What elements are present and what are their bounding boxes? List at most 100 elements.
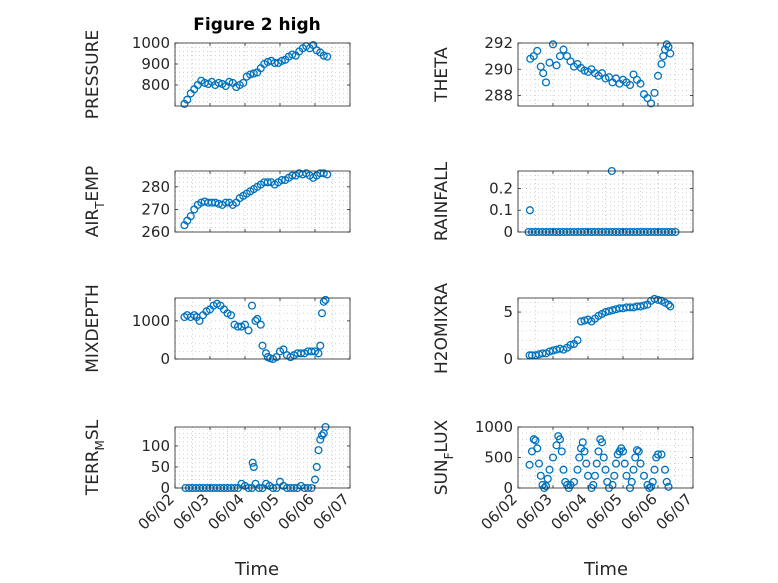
mixdepth-data-point	[240, 320, 250, 329]
rainfall-plot-area	[518, 171, 693, 232]
theta-data-point	[666, 49, 675, 58]
subplot-theta: 288 290 292 THETA	[432, 34, 694, 108]
rainfall-ytick-label: 0.1	[489, 201, 513, 219]
air-temp-axes-box	[174, 170, 351, 233]
sun-flux-xtick-label: 06/05	[583, 490, 626, 533]
air-temp-ytick-label: 260	[141, 223, 170, 241]
rainfall-ytick-label: 0	[503, 223, 513, 241]
sun-flux-data-point	[592, 459, 601, 468]
sun-flux-data-point	[611, 459, 621, 468]
mixdepth-ylabel: MIXDEPTH	[83, 284, 103, 373]
sun-flux-data-point	[629, 465, 638, 474]
subplot-pressure: 800 900 1000 PRESSURE	[83, 30, 351, 119]
sun-flux-data-point	[545, 465, 554, 474]
rainfall-ytick-label: 0.2	[489, 179, 513, 197]
air-temp-data-point	[221, 198, 230, 207]
mixdepth-data-point	[296, 349, 306, 358]
rainfall-data-point	[525, 206, 534, 215]
sun-flux-data-point	[575, 453, 584, 462]
h2omixra-data-point	[639, 301, 649, 310]
subplot-rainfall: 0 0.1 0.2 RAINFALL	[432, 161, 694, 241]
sun-flux-xtick-label: 06/07	[653, 490, 696, 533]
h2omixra-data-point	[573, 336, 582, 345]
h2omixra-ytick-label: 5	[503, 303, 513, 321]
pressure-data-point	[246, 70, 255, 79]
air-temp-ytick-label: 280	[141, 178, 170, 196]
x-axis-label-left: Time	[234, 559, 279, 580]
mixdepth-data-point	[279, 345, 288, 354]
sun-flux-data-point	[662, 477, 671, 486]
terr-msl-data-point	[316, 435, 325, 444]
theta-data-point	[646, 99, 656, 108]
h2omixra-ytick-label: 0	[503, 350, 513, 368]
air-temp-ylabel: AIRTEMP	[83, 166, 107, 237]
terr-msl-xtick-label: 06/02	[135, 490, 178, 533]
mixdepth-data-point	[319, 297, 328, 306]
sun-flux-ytick-label: 0	[503, 479, 513, 497]
sun-flux-data-point	[529, 435, 538, 444]
theta-ytick-label: 290	[484, 60, 513, 78]
sun-flux-data-point	[610, 471, 619, 480]
mixdepth-data-point	[195, 316, 204, 325]
air-temp-data-point	[211, 198, 220, 207]
terr-msl-axes-box	[174, 426, 351, 489]
pressure-ytick-label: 800	[141, 76, 170, 94]
theta-ytick-label: 288	[484, 87, 513, 105]
sun-flux-ytick-label: 1000	[475, 418, 513, 436]
sun-flux-data-point	[552, 441, 561, 450]
rainfall-ylabel: RAINFALL	[432, 161, 452, 241]
terr-msl-xtick-label: 06/03	[170, 490, 213, 533]
theta-data-point	[636, 79, 645, 88]
sun-flux-data-point	[650, 465, 659, 474]
pressure-data-point	[323, 52, 332, 61]
mixdepth-axes-box	[174, 297, 351, 360]
figure-title: Figure 2 high	[193, 15, 321, 35]
sun-flux-data-point	[664, 482, 673, 491]
sun-flux-data-point	[559, 465, 568, 474]
air-temp-data-point	[288, 171, 297, 180]
sun-flux-xtick-label: 06/04	[548, 490, 591, 533]
sun-flux-data-point	[646, 482, 656, 491]
pressure-data-point	[225, 77, 234, 86]
mixdepth-data-point	[251, 316, 260, 325]
sun-flux-data-point	[631, 453, 640, 462]
terr-msl-xtick-label: 06/05	[240, 490, 283, 533]
theta-data-point	[601, 74, 610, 83]
terr-msl-ytick-label: 0	[160, 479, 170, 497]
pressure-data-point	[239, 78, 248, 87]
pressure-ylabel: PRESSURE	[83, 30, 103, 119]
sun-flux-data-point	[534, 459, 544, 468]
air-temp-data-point	[186, 212, 195, 221]
terr-msl-ytick-label: 100	[141, 437, 170, 455]
sun-flux-ylabel: SUNFLUX	[432, 419, 456, 495]
sun-flux-xtick-label: 06/03	[513, 490, 556, 533]
theta-data-point	[539, 69, 548, 78]
sun-flux-data-point	[578, 438, 587, 447]
h2omixra-data-point	[545, 347, 554, 356]
mixdepth-data-point	[314, 349, 323, 358]
mixdepth-ytick-label: 1000	[132, 312, 170, 330]
sun-flux-data-point	[622, 471, 631, 480]
theta-data-point	[545, 58, 554, 67]
air-temp-data-point	[263, 178, 272, 187]
sun-flux-data-point	[653, 450, 663, 459]
theta-ylabel: THETA	[432, 47, 452, 103]
terr-msl-xtick-label: 06/07	[310, 490, 353, 533]
sun-flux-data-point	[557, 447, 566, 456]
terr-msl-xtick-label: 06/06	[275, 490, 318, 533]
theta-data-point	[653, 71, 663, 80]
mixdepth-data-point	[244, 326, 253, 335]
h2omixra-axes-box	[517, 297, 694, 360]
mixdepth-data-point	[258, 341, 267, 350]
theta-data-point	[657, 59, 666, 69]
subplot-mixdepth: 0 1000 MIXDEPTH	[83, 284, 351, 373]
sun-flux-data-point	[618, 447, 628, 456]
h2omixra-ylabel: H2OMIXRA	[432, 283, 452, 374]
theta-data-point	[552, 61, 561, 70]
theta-data-point	[559, 45, 568, 54]
sun-flux-data-point	[533, 444, 542, 453]
terr-msl-ylabel: TERRMSL	[83, 419, 107, 496]
theta-data-point	[548, 40, 558, 49]
